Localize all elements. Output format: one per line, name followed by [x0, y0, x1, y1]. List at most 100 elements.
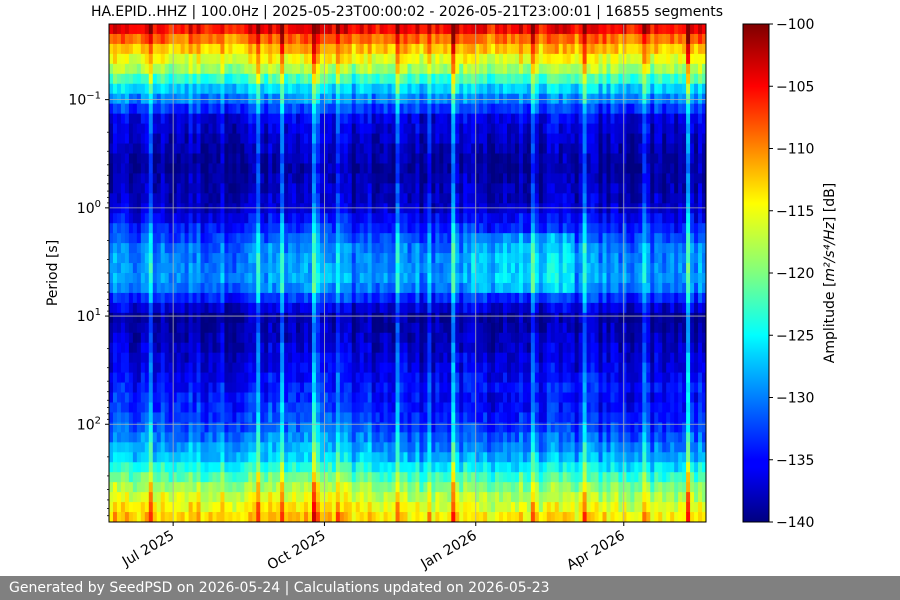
heatmap-cell — [264, 263, 269, 274]
heatmap-cell — [343, 173, 349, 184]
heatmap-cell — [411, 153, 417, 165]
heatmap-cell — [431, 482, 436, 493]
heatmap-cell — [148, 43, 154, 55]
heatmap-cell — [407, 332, 413, 344]
heatmap-cell — [172, 243, 178, 254]
heatmap-cell — [124, 153, 130, 165]
heatmap-cell — [463, 153, 468, 165]
heatmap-cell — [491, 392, 496, 404]
heatmap-cell — [343, 412, 349, 423]
heatmap-cell — [208, 472, 214, 483]
heatmap-cell — [260, 273, 265, 284]
heatmap-cell — [427, 392, 432, 404]
heatmap-cell — [327, 442, 333, 453]
heatmap-cell — [124, 24, 130, 35]
heatmap-cell — [343, 482, 349, 493]
heatmap-cell — [112, 282, 118, 294]
heatmap-cell — [423, 43, 428, 55]
heatmap-cell — [204, 243, 210, 254]
heatmap-cell — [280, 93, 285, 105]
heatmap-cell — [479, 83, 484, 95]
heatmap-cell — [419, 193, 425, 204]
heatmap-cell — [212, 482, 218, 493]
heatmap-cell — [164, 442, 170, 453]
heatmap-cell — [427, 153, 432, 165]
heatmap-cell — [483, 282, 488, 294]
heatmap-cell — [483, 163, 488, 174]
heatmap-cell — [308, 282, 313, 294]
heatmap-cell — [491, 83, 496, 95]
heatmap-cell — [264, 312, 269, 324]
heatmap-cell — [280, 203, 285, 214]
heatmap-cell — [244, 73, 249, 85]
heatmap-cell — [200, 113, 206, 125]
heatmap-cell — [483, 263, 488, 274]
heatmap-cell — [120, 213, 126, 224]
heatmap-cell — [240, 123, 245, 135]
heatmap-cell — [435, 223, 440, 234]
heatmap-cell — [359, 282, 365, 294]
heatmap-cell — [351, 282, 357, 294]
heatmap-cell — [375, 203, 381, 214]
heatmap-cell — [152, 43, 158, 55]
heatmap-cell — [327, 402, 333, 414]
heatmap-cell — [451, 253, 456, 264]
heatmap-cell — [220, 223, 226, 234]
heatmap-cell — [463, 133, 468, 145]
heatmap-cell — [276, 93, 281, 105]
heatmap-cell — [248, 33, 253, 45]
heatmap-cell — [491, 113, 496, 125]
heatmap-cell — [136, 223, 142, 234]
heatmap-cell — [276, 432, 281, 443]
heatmap-cell — [467, 332, 472, 344]
heatmap-cell — [208, 153, 214, 165]
heatmap-cell — [355, 93, 361, 105]
heatmap-cell — [439, 432, 444, 443]
heatmap-cell — [479, 133, 484, 145]
heatmap-cell — [359, 203, 365, 214]
heatmap-cell — [367, 512, 373, 522]
heatmap-cell — [375, 512, 381, 522]
heatmap-cell — [152, 73, 158, 85]
heatmap-cell — [240, 153, 245, 165]
heatmap-cell — [455, 512, 460, 522]
heatmap-cell — [411, 273, 417, 284]
heatmap-cell — [455, 442, 460, 453]
heatmap-cell — [204, 282, 210, 294]
heatmap-cell — [475, 362, 480, 374]
heatmap-cell — [109, 382, 114, 394]
heatmap-cell — [156, 83, 162, 95]
heatmap-cell — [311, 253, 317, 264]
heatmap-cell — [475, 422, 480, 433]
heatmap-cell — [272, 512, 277, 522]
heatmap-cell — [128, 53, 134, 65]
heatmap-cell — [228, 113, 233, 125]
heatmap-cell — [288, 53, 293, 65]
heatmap-cell — [455, 83, 460, 95]
heatmap-cell — [140, 243, 146, 254]
heatmap-cell — [196, 123, 202, 135]
heatmap-cell — [120, 472, 126, 483]
heatmap-cell — [136, 33, 142, 45]
heatmap-cell — [288, 163, 293, 174]
heatmap-cell — [224, 492, 229, 503]
heatmap-cell — [172, 452, 178, 463]
heatmap-cell — [387, 442, 393, 453]
heatmap-cell — [475, 352, 480, 364]
heatmap-cell — [136, 332, 142, 344]
heatmap-cell — [423, 143, 428, 155]
heatmap-cell — [371, 282, 377, 294]
heatmap-cell — [371, 53, 377, 65]
heatmap-cell — [216, 203, 222, 214]
heatmap-cell — [184, 332, 190, 344]
heatmap-cell — [427, 43, 432, 55]
heatmap-cell — [240, 53, 245, 65]
heatmap-cell — [391, 243, 397, 254]
heatmap-cell — [188, 273, 194, 284]
heatmap-cell — [459, 382, 464, 394]
heatmap-cell — [391, 173, 397, 184]
heatmap-cell — [308, 233, 313, 244]
heatmap-cell — [148, 432, 154, 443]
heatmap-cell — [240, 372, 245, 384]
heatmap-cell — [136, 422, 142, 433]
